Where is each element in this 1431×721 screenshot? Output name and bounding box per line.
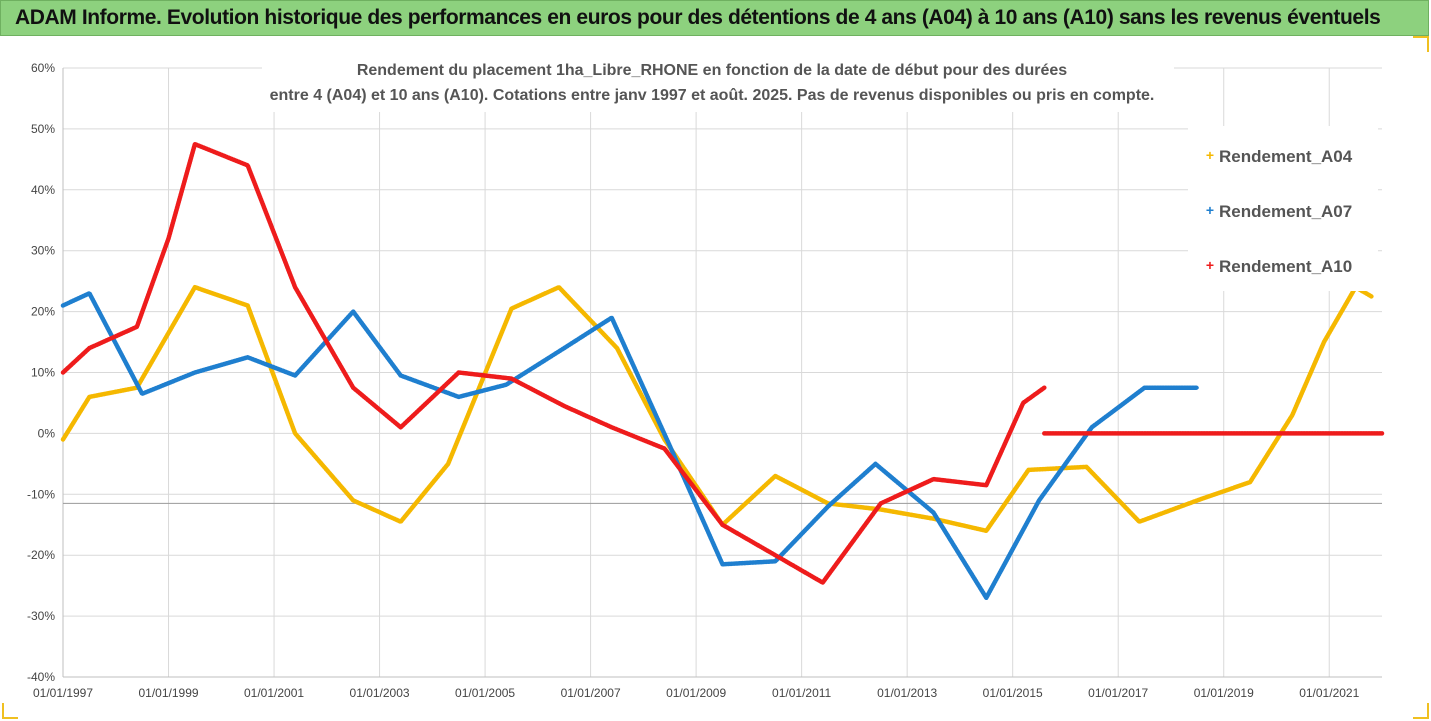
x-tick-label: 01/01/2011 [772,686,831,700]
legend-marker: + [1206,147,1214,163]
x-tick-label: 01/01/2005 [455,686,515,700]
y-tick-label: 0% [38,426,56,440]
chart-title: Rendement du placement 1ha_Libre_RHONE e… [262,54,1174,112]
x-tick-label: 01/01/2015 [983,686,1043,700]
x-tick-label: 01/01/2003 [350,686,410,700]
series-layer [60,141,1385,601]
y-tick-label: 30% [31,244,55,258]
y-tick-label: 50% [31,122,55,136]
legend: + Rendement_A04 + Rendement_A07 + Rendement_A… [1188,126,1378,291]
series-core-rendement-a07 [61,291,1199,600]
x-tick-label: 01/01/1997 [33,686,93,700]
y-tick-label: -40% [27,670,55,684]
x-tick-label: 01/01/2021 [1299,686,1359,700]
series-core-rendement-a04 [61,285,1373,533]
y-tick-label: -10% [27,487,55,501]
legend-backdrop [1188,126,1378,291]
y-tick-label: -20% [27,548,55,562]
x-tick-label: 01/01/2009 [666,686,726,700]
corner-mark-bottom-left [2,703,18,719]
grid-layer [62,67,1382,678]
y-tick-label: 20% [31,305,55,319]
corner-mark-bottom-right [1413,703,1429,719]
header-bar: ADAM Informe. Evolution historique des p… [0,0,1429,36]
chart: 60% 50% 40% 30% 20% 10% 0% -10% -20% -30% -40% 01/0… [27,54,1385,700]
header-title: ADAM Informe. Evolution historique des p… [15,6,1381,29]
series-line-rendement-a10 [60,141,1047,585]
chart-title-line: entre 4 (A04) et 10 ans (A10). Cotations… [270,87,1155,104]
x-tick-label: 01/01/2019 [1194,686,1254,700]
y-tick-label: 60% [31,61,55,75]
x-tick-label: 01/01/2007 [561,686,621,700]
legend-marker: + [1206,257,1214,273]
x-tick-label: 01/01/2013 [877,686,937,700]
legend-label: Rendement_A07 [1219,202,1352,221]
series-line-rendement-a07 [60,291,1200,601]
series-core-rendement-a10 [61,142,1046,585]
y-tick-label: 10% [31,366,55,380]
chart-title-backdrop [262,54,1174,112]
legend-label: Rendement_A10 [1219,257,1352,276]
legend-marker: + [1206,202,1214,218]
x-tick-label: 01/01/2001 [244,686,304,700]
y-tick-label: 40% [31,183,55,197]
chart-title-line: Rendement du placement 1ha_Libre_RHONE e… [357,62,1067,79]
x-tick-label: 01/01/1999 [138,686,198,700]
axis-layer: 60% 50% 40% 30% 20% 10% 0% -10% -20% -30% -40% 01/0… [27,61,1382,700]
y-tick-label: -30% [27,609,55,623]
corner-mark-top-right [1413,36,1429,52]
x-tick-label: 01/01/2017 [1088,686,1148,700]
legend-label: Rendement_A04 [1219,147,1353,166]
